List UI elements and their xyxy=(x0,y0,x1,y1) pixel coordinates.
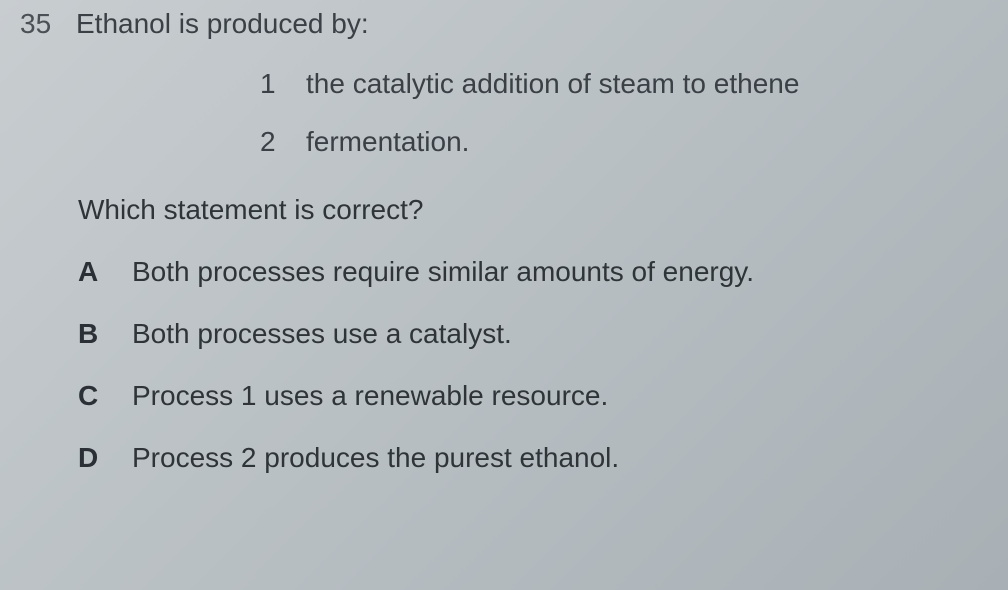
process-number: 2 xyxy=(260,126,306,158)
option-row: A Both processes require similar amounts… xyxy=(78,256,988,288)
process-item: 2 fermentation. xyxy=(260,126,988,158)
process-text: the catalytic addition of steam to ethen… xyxy=(306,68,799,100)
process-item: 1 the catalytic addition of steam to eth… xyxy=(260,68,988,100)
answer-options: A Both processes require similar amounts… xyxy=(78,256,988,474)
option-text: Process 2 produces the purest ethanol. xyxy=(132,442,619,474)
option-letter: C xyxy=(78,380,132,412)
option-row: C Process 1 uses a renewable resource. xyxy=(78,380,988,412)
process-number: 1 xyxy=(260,68,306,100)
process-text: fermentation. xyxy=(306,126,469,158)
option-row: B Both processes use a catalyst. xyxy=(78,318,988,350)
sub-question: Which statement is correct? xyxy=(78,194,988,226)
process-list: 1 the catalytic addition of steam to eth… xyxy=(260,68,988,158)
question-stem: Ethanol is produced by: xyxy=(76,8,369,40)
question-header: 35 Ethanol is produced by: xyxy=(20,8,988,40)
exam-question-page: 35 Ethanol is produced by: 1 the catalyt… xyxy=(0,0,1008,524)
option-text: Both processes require similar amounts o… xyxy=(132,256,754,288)
option-letter: D xyxy=(78,442,132,474)
option-letter: A xyxy=(78,256,132,288)
option-letter: B xyxy=(78,318,132,350)
option-text: Process 1 uses a renewable resource. xyxy=(132,380,608,412)
question-number: 35 xyxy=(20,8,58,40)
option-text: Both processes use a catalyst. xyxy=(132,318,512,350)
option-row: D Process 2 produces the purest ethanol. xyxy=(78,442,988,474)
